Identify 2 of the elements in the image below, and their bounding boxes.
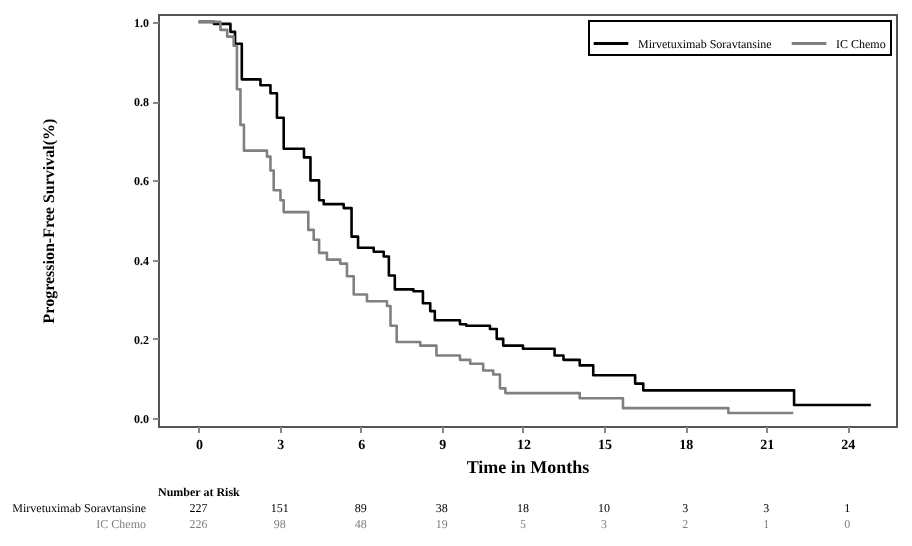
x-axis-title: Time in Months: [466, 457, 591, 477]
y-axis-title: Progression-Free Survival(%): [40, 117, 58, 324]
